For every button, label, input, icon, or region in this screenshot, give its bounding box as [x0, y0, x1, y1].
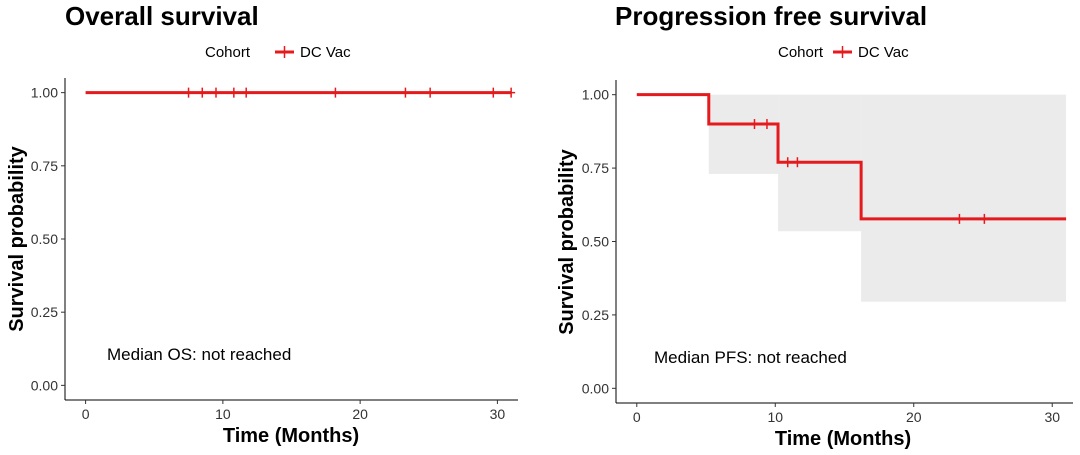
censor-mark — [955, 213, 964, 224]
legend-item-dc-vac: DC Vac — [858, 44, 909, 61]
y-tick-label: 0.00 — [582, 380, 609, 396]
chart-title: Overall survival — [65, 1, 259, 31]
censor-mark — [184, 87, 193, 98]
censor-mark — [229, 87, 238, 98]
censor-mark — [783, 157, 792, 168]
censor-mark — [750, 119, 759, 130]
axis-ticks: 0 10 20 30 0.00 0.25 0.50 0.75 1.00 — [31, 85, 506, 422]
plot-area — [636, 93, 1067, 302]
chart-progression-free-survival: Progression free survival Cohort DC Vac … — [556, 1, 1073, 450]
confidence-band — [861, 94, 1067, 302]
censor-mark — [489, 87, 498, 98]
plot-area — [85, 87, 516, 98]
y-tick-label: 0.25 — [31, 304, 58, 320]
median-os-annotation: Median OS: not reached — [107, 345, 291, 364]
x-tick-label: 0 — [82, 406, 90, 422]
legend-item-dc-vac: DC Vac — [300, 44, 351, 61]
median-pfs-annotation: Median PFS: not reached — [654, 348, 847, 367]
y-tick-label: 0.75 — [582, 160, 609, 176]
censor-mark — [793, 157, 802, 168]
censor-mark — [507, 87, 516, 98]
x-tick-label: 10 — [215, 406, 231, 422]
chart-overall-survival: Overall survival Cohort DC Vac 0 10 20 30 0.… — [6, 1, 518, 447]
y-tick-label: 0.25 — [582, 307, 609, 323]
axis-ticks: 0 10 20 30 0.00 0.25 0.50 0.75 1.00 — [582, 87, 1060, 425]
chart-title: Progression free survival — [615, 1, 927, 31]
x-tick-label: 30 — [490, 406, 506, 422]
y-tick-label: 0.50 — [582, 234, 609, 250]
censor-mark — [331, 87, 340, 98]
y-axis-title: Survival probability — [6, 145, 28, 331]
legend: Cohort DC Vac — [778, 44, 909, 61]
legend-title: Cohort — [205, 44, 251, 61]
censor-mark — [401, 87, 410, 98]
y-tick-label: 0.50 — [31, 231, 58, 247]
y-tick-label: 0.75 — [31, 158, 58, 174]
legend: Cohort DC Vac — [205, 44, 351, 61]
x-axis-title: Time (Months) — [223, 425, 359, 447]
x-tick-label: 30 — [1044, 409, 1060, 425]
y-axis-title: Survival probability — [556, 148, 578, 334]
censor-mark — [980, 213, 989, 224]
confidence-band — [708, 94, 779, 174]
censor-mark — [426, 87, 435, 98]
y-tick-label: 1.00 — [31, 85, 58, 101]
x-tick-label: 20 — [352, 406, 368, 422]
censor-mark — [212, 87, 220, 98]
legend-title: Cohort — [778, 44, 824, 61]
x-tick-label: 10 — [767, 409, 783, 425]
x-tick-label: 0 — [633, 409, 641, 425]
x-tick-label: 20 — [906, 409, 922, 425]
y-tick-label: 1.00 — [582, 87, 609, 103]
censor-mark — [762, 119, 771, 130]
censor-mark — [242, 87, 251, 98]
y-tick-label: 0.00 — [31, 377, 58, 393]
censor-mark — [198, 87, 207, 98]
x-axis-title: Time (Months) — [775, 428, 911, 450]
survival-step-line — [636, 93, 1067, 221]
